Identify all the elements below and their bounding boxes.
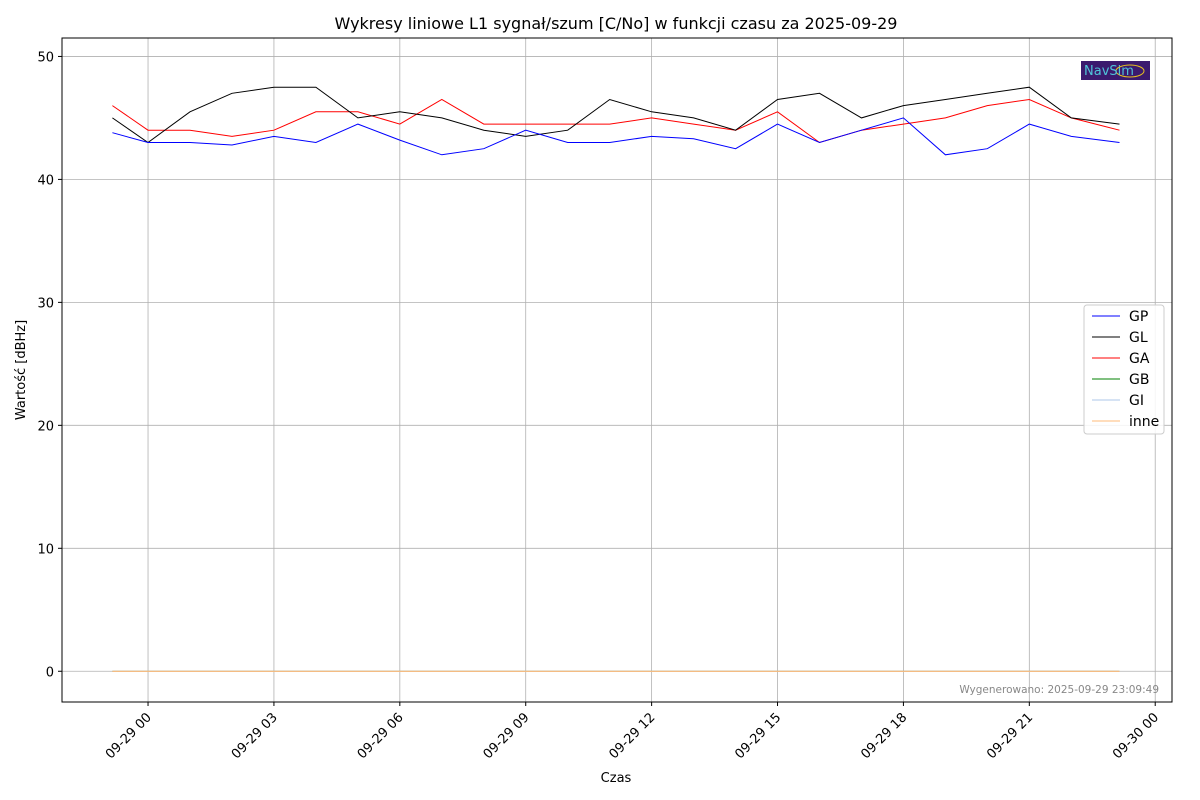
legend-label-ga: GA <box>1129 351 1150 367</box>
x-axis: 09-29 00 09-29 03 09-29 06 09-29 09 09-29 12… <box>103 702 1162 762</box>
series-line-ga <box>112 98 1120 144</box>
y-tick-label: 30 <box>37 296 54 311</box>
grid <box>62 38 1172 702</box>
y-tick-label: 50 <box>37 50 54 65</box>
series-line-gp <box>112 117 1120 156</box>
logo-text: NavSim <box>1084 64 1134 79</box>
legend-label-gi: GI <box>1129 393 1144 409</box>
x-tick-label: 09-29 00 <box>103 710 155 762</box>
x-tick-label: 09-29 06 <box>355 710 407 762</box>
legend-label-inne: inne <box>1129 414 1159 430</box>
legend-label-gl: GL <box>1129 330 1148 346</box>
y-tick-label: 20 <box>37 419 54 434</box>
y-tick-label: 10 <box>37 542 54 557</box>
x-tick-label: 09-30 00 <box>1110 710 1162 762</box>
series-line-gl <box>112 86 1120 144</box>
x-tick-label: 09-29 09 <box>481 710 533 762</box>
x-tick-label: 09-29 21 <box>984 710 1036 762</box>
y-axis-label: Wartość [dBHz] <box>14 320 29 420</box>
legend-label-gp: GP <box>1129 309 1148 325</box>
legend: GP GL GA GB GI inne <box>1083 304 1165 435</box>
y-tick-label: 40 <box>37 173 54 188</box>
series-lines <box>112 86 1120 672</box>
x-tick-label: 09-29 12 <box>607 710 659 762</box>
navsim-logo: NavSim <box>1081 61 1150 80</box>
y-tick-label: 0 <box>46 665 54 680</box>
plot-frame <box>61 37 1173 703</box>
x-axis-label: Czas <box>601 771 632 786</box>
legend-label-gb: GB <box>1129 372 1149 388</box>
x-tick-label: 09-29 18 <box>858 710 910 762</box>
chart-title: Wykresy liniowe L1 sygnał/szum [C/No] w … <box>335 14 898 33</box>
x-tick-label: 09-29 03 <box>229 710 281 762</box>
y-axis: 0 10 20 30 40 50 <box>37 50 62 680</box>
x-tick-label: 09-29 15 <box>732 710 784 762</box>
generated-timestamp: Wygenerowano: 2025-09-29 23:09:49 <box>959 684 1159 696</box>
